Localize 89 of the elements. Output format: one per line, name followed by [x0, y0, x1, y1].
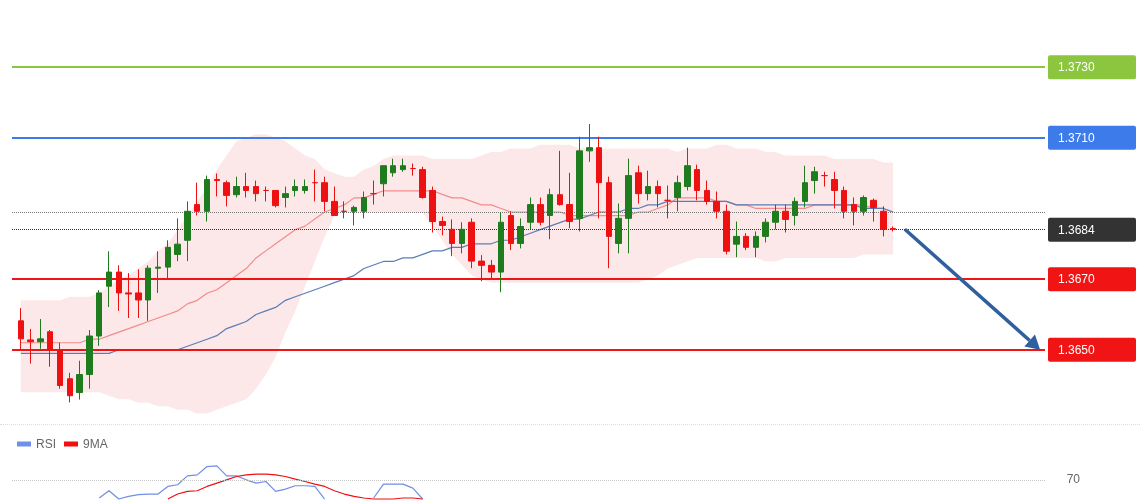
candlestick — [772, 204, 779, 230]
candlestick — [410, 163, 416, 177]
text: 70 — [1066, 472, 1081, 486]
legend-label: 9MA — [83, 437, 108, 451]
candlestick — [145, 264, 151, 322]
candlestick — [351, 205, 357, 226]
candlestick — [792, 197, 798, 226]
candlestick — [674, 175, 681, 212]
candlestick — [851, 197, 857, 226]
candlestick — [370, 180, 377, 206]
candlestick — [802, 165, 808, 208]
candlestick — [468, 217, 475, 269]
candlestick — [361, 191, 367, 219]
candlestick — [596, 136, 602, 219]
candlestick — [429, 186, 436, 233]
candlestick — [312, 169, 318, 202]
candlestick — [664, 185, 671, 219]
candlestick — [655, 180, 661, 208]
candlestick — [272, 189, 279, 208]
y-tick-label: 1.3650 — [1058, 342, 1096, 357]
candlestick — [223, 180, 230, 207]
candlestick — [576, 136, 583, 232]
candlestick — [292, 178, 298, 197]
candlestick — [860, 194, 867, 217]
candlestick — [321, 176, 328, 212]
candlestick — [704, 180, 710, 206]
candlestick — [400, 158, 406, 173]
candlestick — [96, 289, 102, 347]
candlestick — [37, 318, 44, 350]
candlestick — [174, 217, 181, 262]
candlestick — [194, 182, 200, 217]
candlestick — [204, 175, 210, 223]
y-tick-label: 1.3670 — [1058, 272, 1096, 287]
candlestick — [214, 172, 220, 197]
candlestick — [762, 217, 769, 243]
y-tick-label: 1.3710 — [1058, 130, 1096, 145]
candlestick — [694, 164, 700, 201]
candlestick — [253, 180, 259, 202]
candlestick — [821, 171, 828, 188]
candlestick — [282, 186, 289, 208]
candlestick — [547, 188, 553, 240]
candlestick — [684, 147, 691, 191]
candlestick — [890, 225, 896, 232]
candlestick — [645, 170, 651, 201]
candlestick — [155, 250, 161, 294]
candlestick — [165, 239, 171, 279]
candlestick — [811, 166, 818, 195]
candlestick — [635, 165, 642, 205]
candlestick — [782, 204, 789, 233]
candlestick — [517, 217, 524, 249]
candlestick — [606, 176, 612, 269]
candlestick — [302, 178, 308, 195]
candlestick — [498, 211, 504, 293]
candlestick — [459, 221, 465, 254]
candlestick — [263, 186, 269, 202]
candlestick — [331, 186, 338, 217]
candlestick — [419, 166, 426, 200]
candlestick — [380, 165, 387, 197]
candlestick — [390, 158, 396, 178]
candlestick — [753, 230, 759, 258]
candlestick — [831, 171, 838, 209]
candlestick — [870, 198, 877, 223]
candlestick — [586, 123, 593, 163]
candlestick — [184, 200, 191, 262]
candlestick — [557, 150, 563, 207]
candlestick — [625, 158, 632, 254]
candlestick — [743, 232, 749, 251]
candlestick — [508, 210, 514, 251]
candlestick — [566, 172, 573, 229]
candlestick — [449, 218, 455, 257]
candlestick — [880, 205, 887, 237]
legend-label: RSI — [36, 437, 57, 451]
candlestick — [723, 204, 730, 255]
y-tick-label: 1.3730 — [1058, 60, 1096, 75]
candlestick — [341, 200, 347, 219]
candlestick — [527, 197, 534, 230]
y-tick-label: 1.3684 — [1058, 222, 1096, 237]
candlestick — [243, 172, 249, 199]
candlestick — [615, 203, 622, 254]
candlestick — [106, 250, 112, 308]
candlestick — [537, 197, 544, 226]
candlestick — [439, 216, 446, 236]
candlestick — [233, 176, 240, 199]
candlestick — [733, 221, 740, 258]
candlestick — [841, 186, 847, 219]
candlestick — [86, 329, 93, 390]
candlestick — [76, 360, 83, 401]
candlestick — [67, 372, 73, 403]
candlestick — [713, 191, 720, 219]
